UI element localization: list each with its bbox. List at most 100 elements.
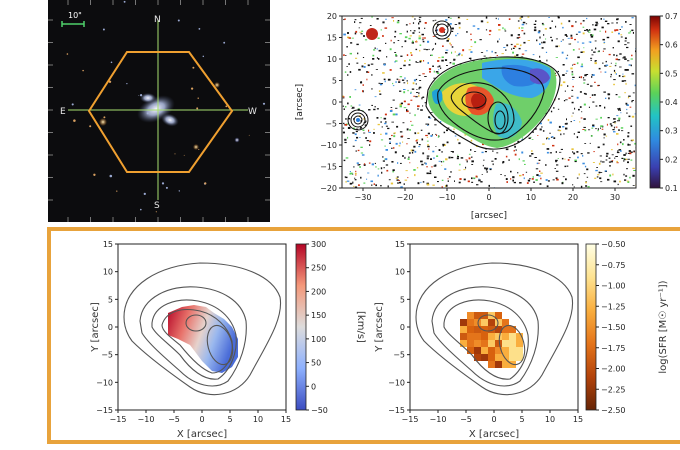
noise-pixel xyxy=(344,106,347,108)
noise-pixel xyxy=(433,70,435,73)
noise-pixel xyxy=(368,131,371,133)
noise-pixel xyxy=(565,99,568,101)
noise-pixel xyxy=(392,82,394,85)
noise-pixel xyxy=(412,82,415,85)
noise-pixel xyxy=(385,149,388,151)
noise-pixel xyxy=(411,124,414,126)
star xyxy=(155,211,157,213)
noise-pixel xyxy=(354,172,357,175)
noise-pixel xyxy=(549,132,551,134)
noise-pixel xyxy=(586,17,588,20)
noise-pixel xyxy=(393,132,396,134)
noise-pixel xyxy=(592,124,595,127)
noise-pixel xyxy=(595,169,598,172)
noise-pixel xyxy=(598,67,601,70)
noise-pixel xyxy=(483,55,486,57)
noise-pixel xyxy=(354,177,356,179)
noise-pixel xyxy=(613,83,615,86)
noise-pixel xyxy=(523,32,526,35)
noise-pixel xyxy=(513,45,516,47)
noise-pixel xyxy=(395,55,398,57)
noise-pixel xyxy=(386,56,388,58)
noise-pixel xyxy=(632,32,634,34)
noise-pixel xyxy=(613,79,616,81)
noise-pixel xyxy=(359,22,362,24)
noise-pixel xyxy=(401,135,404,137)
colorbar-tick-label: −2.50 xyxy=(601,406,626,415)
noise-pixel xyxy=(632,167,635,169)
star xyxy=(66,53,69,55)
star xyxy=(177,19,180,22)
noise-pixel xyxy=(406,30,408,33)
noise-pixel xyxy=(627,161,629,164)
noise-pixel xyxy=(414,150,417,153)
noise-pixel xyxy=(378,49,382,52)
y-tick-label: 10 xyxy=(395,268,405,277)
noise-pixel xyxy=(519,17,522,20)
noise-pixel xyxy=(415,78,418,81)
noise-pixel xyxy=(578,173,580,176)
colorbar-tick-label: −50 xyxy=(311,406,328,415)
noise-pixel xyxy=(424,22,427,24)
noise-pixel xyxy=(453,58,456,61)
noise-pixel xyxy=(344,71,347,73)
noise-pixel xyxy=(375,69,378,70)
noise-pixel xyxy=(427,40,430,43)
noise-pixel xyxy=(607,93,610,96)
noise-pixel xyxy=(619,180,621,183)
noise-pixel xyxy=(581,63,583,66)
noise-pixel xyxy=(396,176,399,178)
noise-pixel xyxy=(415,41,418,43)
noise-pixel xyxy=(406,143,408,145)
noise-pixel xyxy=(535,168,539,170)
colorbar-tick-label: −0.50 xyxy=(601,240,626,249)
noise-pixel xyxy=(372,58,375,60)
x-tick-label: −5 xyxy=(460,415,472,424)
noise-pixel xyxy=(548,17,550,18)
noise-pixel xyxy=(604,106,606,109)
noise-pixel xyxy=(576,62,579,65)
noise-pixel xyxy=(437,66,439,68)
x-tick-label: −30 xyxy=(355,193,372,202)
noise-pixel xyxy=(367,64,370,67)
noise-pixel xyxy=(608,53,611,56)
noise-pixel xyxy=(523,41,526,44)
noise-pixel xyxy=(420,181,422,184)
noise-pixel xyxy=(506,181,508,183)
sfr-pixel xyxy=(481,333,488,340)
noise-pixel xyxy=(616,162,619,164)
noise-pixel xyxy=(361,154,365,156)
sfr-pixel xyxy=(474,347,481,354)
noise-pixel xyxy=(492,163,494,166)
noise-pixel xyxy=(621,26,623,28)
noise-pixel xyxy=(597,84,600,87)
colorbar-tick-label: 0.6 xyxy=(665,41,678,50)
noise-pixel xyxy=(523,177,525,180)
noise-pixel xyxy=(416,139,419,141)
noise-pixel xyxy=(432,20,435,22)
noise-pixel xyxy=(372,54,375,57)
noise-pixel xyxy=(400,102,403,105)
noise-pixel xyxy=(366,178,368,180)
noise-pixel xyxy=(583,173,586,175)
noise-pixel xyxy=(342,97,345,99)
noise-pixel xyxy=(418,146,421,148)
noise-pixel xyxy=(480,20,484,23)
noise-pixel xyxy=(629,30,631,33)
noise-pixel xyxy=(627,60,630,62)
noise-pixel xyxy=(409,162,411,164)
noise-pixel xyxy=(624,58,627,60)
noise-pixel xyxy=(595,47,597,50)
noise-pixel xyxy=(605,159,608,161)
noise-pixel xyxy=(630,58,633,60)
noise-pixel xyxy=(625,21,627,23)
sfr-contours xyxy=(415,262,574,396)
noise-pixel xyxy=(395,53,397,56)
sfr-pixel xyxy=(516,340,523,347)
noise-pixel xyxy=(370,180,373,183)
noise-pixel xyxy=(451,27,454,30)
noise-pixel xyxy=(466,160,468,163)
noise-pixel xyxy=(582,129,585,130)
noise-pixel xyxy=(597,146,600,149)
noise-pixel xyxy=(529,155,532,157)
